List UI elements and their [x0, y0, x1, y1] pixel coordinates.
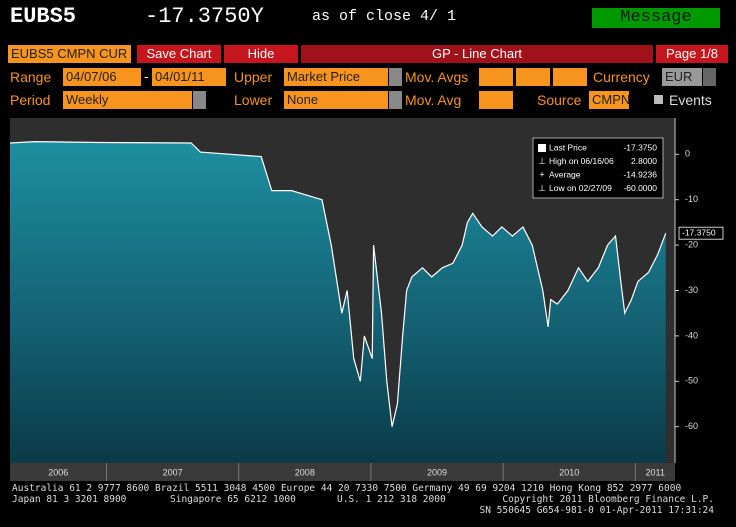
y-tick-label: -40 [685, 330, 698, 340]
period-select[interactable]: Weekly [63, 91, 192, 109]
y-tick-label: -30 [685, 285, 698, 295]
legend-value: -14.9236 [623, 169, 657, 179]
x-tick-label: 2011 [645, 467, 664, 477]
ticker: EUBS5 [10, 4, 77, 29]
footer-text: Copyright 2011 Bloomberg Finance L.P. [502, 494, 714, 505]
x-tick-label: 2008 [295, 467, 315, 477]
legend-label: Last Price [549, 142, 587, 152]
y-tick-label: -50 [685, 376, 698, 386]
mov-avg-input[interactable] [516, 68, 550, 86]
legend-box [532, 137, 664, 199]
legend-value: 2.8000 [631, 156, 657, 166]
footer-text: U.S. 1 212 318 2000 [337, 494, 446, 505]
range-sep: - [144, 68, 149, 84]
x-tick-label: 2006 [48, 467, 68, 477]
security[interactable]: EUBS5 CMPN CUR [8, 45, 131, 63]
x-axis-band [10, 463, 675, 481]
price-line [9, 141, 667, 427]
last-price-box [678, 226, 724, 240]
page-indicator: Page 1/8 [656, 45, 728, 63]
mov-avg-input[interactable] [479, 91, 513, 109]
legend-icon: ⊥ [538, 156, 546, 166]
currency-label: Currency [593, 69, 650, 85]
y-tick-label: -20 [685, 239, 698, 249]
y-tick-label: -10 [685, 194, 698, 204]
price: -17.3750Y [145, 4, 264, 29]
dropdown-arrow[interactable] [193, 91, 206, 109]
y-tick-label: 0 [685, 149, 690, 159]
events-label: Events [669, 92, 712, 108]
range-end[interactable]: 04/01/11 [152, 68, 226, 86]
footer-text: Australia 61 2 9777 8600 Brazil 5511 304… [12, 483, 682, 494]
mov-avgs-label: Mov. Avgs [405, 69, 469, 85]
upper-select[interactable]: Market Price [284, 68, 388, 86]
area-fill [10, 141, 666, 463]
legend-label: High on 06/16/06 [549, 156, 614, 166]
range-label: Range [10, 69, 52, 85]
dropdown-arrow[interactable] [389, 68, 402, 86]
currency-select[interactable]: EUR [662, 68, 702, 86]
x-tick-label: 2010 [559, 467, 579, 477]
dropdown-arrow[interactable] [703, 68, 716, 86]
save-chart-button[interactable]: Save Chart [137, 45, 221, 63]
legend-icon: ⊥ [538, 183, 546, 193]
lower-select[interactable]: None [284, 91, 388, 109]
x-tick-label: 2009 [427, 467, 447, 477]
events-checkbox[interactable] [654, 95, 663, 104]
period-label: Period [10, 92, 51, 108]
legend-value: -60.0000 [623, 183, 657, 193]
panel-title: GP - Line Chart [301, 45, 653, 63]
last-price-label: -17.3750 [682, 227, 716, 237]
source-label: Source [537, 92, 582, 108]
range-start[interactable]: 04/07/06 [63, 68, 141, 86]
legend-value: -17.3750 [623, 142, 657, 152]
chart: 0 -10 -20 -30 -40 -50 -60 -17.3750 2006 2007 2008 2… [9, 118, 724, 481]
footer-text: SN 550645 G654-981-0 01-Apr-2011 17:31:2… [479, 505, 715, 516]
dropdown-arrow[interactable] [389, 91, 402, 109]
as-of: as of close 4/ 1 [312, 8, 457, 25]
legend-label: Low on 02/27/09 [549, 183, 612, 193]
lower-label: Lower [234, 92, 273, 108]
legend-icon [538, 144, 546, 152]
legend-label: Average [549, 169, 581, 179]
footer-text: Singapore 65 6212 1000 [170, 494, 296, 505]
mov-avg-input[interactable] [553, 68, 587, 86]
hide-button[interactable]: Hide [224, 45, 298, 63]
footer-text: Japan 81 3 3201 8900 [12, 494, 127, 505]
x-tick-label: 2007 [163, 467, 183, 477]
source-input[interactable]: CMPN [589, 91, 630, 109]
y-tick-label: -60 [685, 421, 698, 431]
legend: Last Price -17.3750⊥ High on 06/16/06 2.800… [532, 137, 664, 199]
legend-icon: + [539, 169, 544, 179]
mov-avg-input[interactable] [479, 68, 513, 86]
mov-avg-label: Mov. Avg [405, 92, 462, 108]
message-button[interactable]: Message [592, 8, 720, 28]
upper-label: Upper [234, 69, 273, 85]
